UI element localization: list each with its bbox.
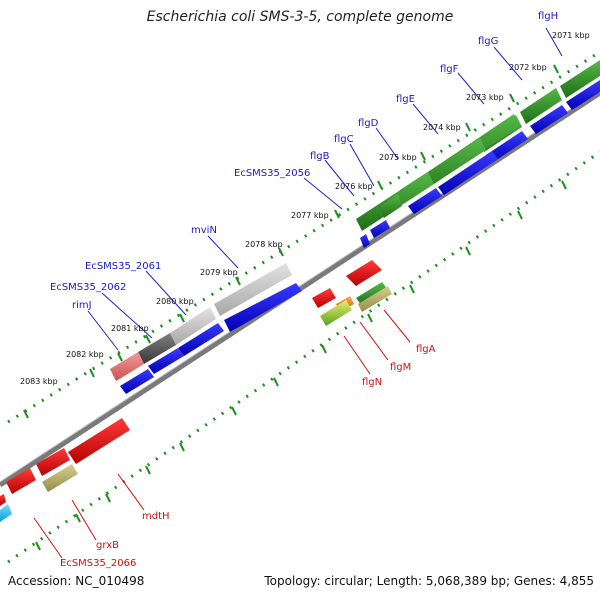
kbp-label: 2073 kbp [466, 93, 504, 102]
gene-label-rimJ[interactable]: rimJ [72, 300, 92, 311]
leader-line-icon [33, 517, 63, 559]
kbp-label: 2075 kbp [379, 153, 417, 162]
forward-gene-track [110, 60, 600, 394]
kbp-label: 2071 kbp [552, 31, 590, 40]
leader-line-icon [383, 309, 411, 343]
kbp-label: 2079 kbp [200, 268, 238, 277]
forward-gene-labels: flgH flgG flgF flgE flgD flgC flgB EcSMS… [50, 11, 558, 311]
gene-EcSMS35_2061-block[interactable] [170, 307, 216, 345]
gene-EcSMS35_2066-block[interactable] [6, 468, 36, 494]
leader-lines-reverse [33, 309, 411, 559]
gene-EcSMS35_2056-block[interactable] [380, 194, 402, 218]
gene-label-flgD[interactable]: flgD [358, 118, 379, 129]
gene-label-EcSMS35_2066[interactable]: EcSMS35_2066 [60, 558, 136, 569]
gene-red-edge[interactable] [0, 494, 6, 506]
kbp-label: 2081 kbp [111, 324, 149, 333]
leader-line-icon [101, 292, 153, 339]
cds-arrow[interactable] [360, 234, 370, 248]
gene-flgM-sub-block[interactable] [358, 286, 392, 312]
kbp-label: 2076 kbp [335, 182, 373, 191]
gene-flgM-block[interactable] [356, 282, 388, 306]
cds-arrow[interactable] [148, 348, 184, 374]
leader-line-icon [545, 27, 563, 57]
genome-summary-text: Topology: circular; Length: 5,068,389 bp… [264, 574, 594, 588]
gene-label-flgB[interactable]: flgB [310, 151, 330, 162]
leader-line-icon [71, 499, 97, 541]
gene-flgH-block[interactable] [560, 60, 600, 98]
gene-rimJ-block[interactable] [110, 352, 144, 381]
leader-line-icon [359, 321, 389, 361]
leader-line-icon [324, 159, 355, 197]
gene-flgG-block[interactable] [520, 88, 562, 124]
leader-line-icon [375, 127, 399, 160]
kbp-label: 2078 kbp [245, 240, 283, 249]
accession-text: Accession: NC_010498 [8, 574, 145, 588]
gene-label-EcSMS35_2056[interactable]: EcSMS35_2056 [234, 168, 310, 179]
reverse-gene-track [0, 260, 392, 522]
gene-EcSMS35_2062-block[interactable] [138, 333, 176, 364]
kbp-label: 2077 kbp [291, 211, 329, 220]
gene-label-flgG[interactable]: flgG [478, 36, 498, 47]
gene-cyan-block[interactable] [0, 504, 12, 522]
gene-label-flgH[interactable]: flgH [538, 11, 558, 22]
kbp-track-top [7, 50, 600, 424]
map-title: Escherichia coli SMS-3-5, complete genom… [146, 9, 454, 25]
kbp-label: 2083 kbp [20, 377, 58, 386]
leader-line-icon [145, 270, 187, 316]
leader-lines [87, 27, 563, 351]
cds-arrow[interactable] [438, 151, 498, 195]
leader-line-icon [87, 310, 119, 351]
gene-grxB-red-block[interactable] [36, 448, 70, 476]
kbp-major-ticks [23, 64, 559, 419]
gene-flgN-block[interactable] [320, 300, 352, 326]
reverse-gene-labels: flgA flgM flgN mdtH grxB EcSMS35_2066 [60, 344, 436, 569]
gene-red-small[interactable] [312, 288, 336, 308]
gene-mdtH-block[interactable] [68, 418, 130, 464]
kbp-label: 2082 kbp [66, 350, 104, 359]
leader-line-icon [349, 143, 375, 187]
leader-line-icon [207, 235, 239, 269]
gene-grxB-block[interactable] [42, 464, 78, 492]
cds-arrow[interactable] [530, 105, 568, 134]
gene-label-flgC[interactable]: flgC [334, 134, 354, 145]
cds-arrow[interactable] [408, 188, 442, 214]
kbp-label: 2080 kbp [156, 297, 194, 306]
cds-arrow[interactable] [120, 369, 154, 394]
leader-line-icon [343, 335, 371, 375]
leader-line-icon [117, 473, 145, 511]
cds-arrow[interactable] [178, 323, 224, 356]
gene-label-flgE[interactable]: flgE [396, 94, 415, 105]
gene-label-flgM[interactable]: flgM [390, 362, 411, 373]
leader-line-icon [493, 46, 523, 81]
gene-label-EcSMS35_2062[interactable]: EcSMS35_2062 [50, 282, 126, 293]
cds-arrow[interactable] [370, 220, 390, 238]
cds-arrow[interactable] [566, 80, 600, 110]
kbp-labels: 2071 kbp 2072 kbp 2073 kbp 2074 kbp 2075… [20, 31, 590, 386]
kbp-track-bottom [7, 150, 600, 564]
gene-label-flgN[interactable]: flgN [362, 377, 382, 388]
cds-arrow[interactable] [486, 131, 528, 163]
gene-label-mviN[interactable]: mviN [191, 225, 217, 236]
kbp-label: 2072 kbp [509, 63, 547, 72]
gene-label-flgF[interactable]: flgF [440, 64, 459, 75]
gene-flgA-block[interactable] [346, 260, 382, 286]
gene-mviN-block[interactable] [214, 263, 292, 316]
gene-label-mdtH[interactable]: mdtH [142, 511, 170, 522]
gene-label-grxB[interactable]: grxB [96, 540, 119, 551]
cds-arrow[interactable] [224, 283, 302, 332]
bottom-track-ticks [35, 180, 567, 551]
leader-line-icon [412, 103, 439, 135]
leader-line-icon [303, 177, 343, 210]
gene-label-flgA[interactable]: flgA [416, 344, 436, 355]
kbp-label: 2074 kbp [423, 123, 461, 132]
gene-label-EcSMS35_2061[interactable]: EcSMS35_2061 [85, 261, 161, 272]
leader-line-icon [457, 72, 485, 105]
